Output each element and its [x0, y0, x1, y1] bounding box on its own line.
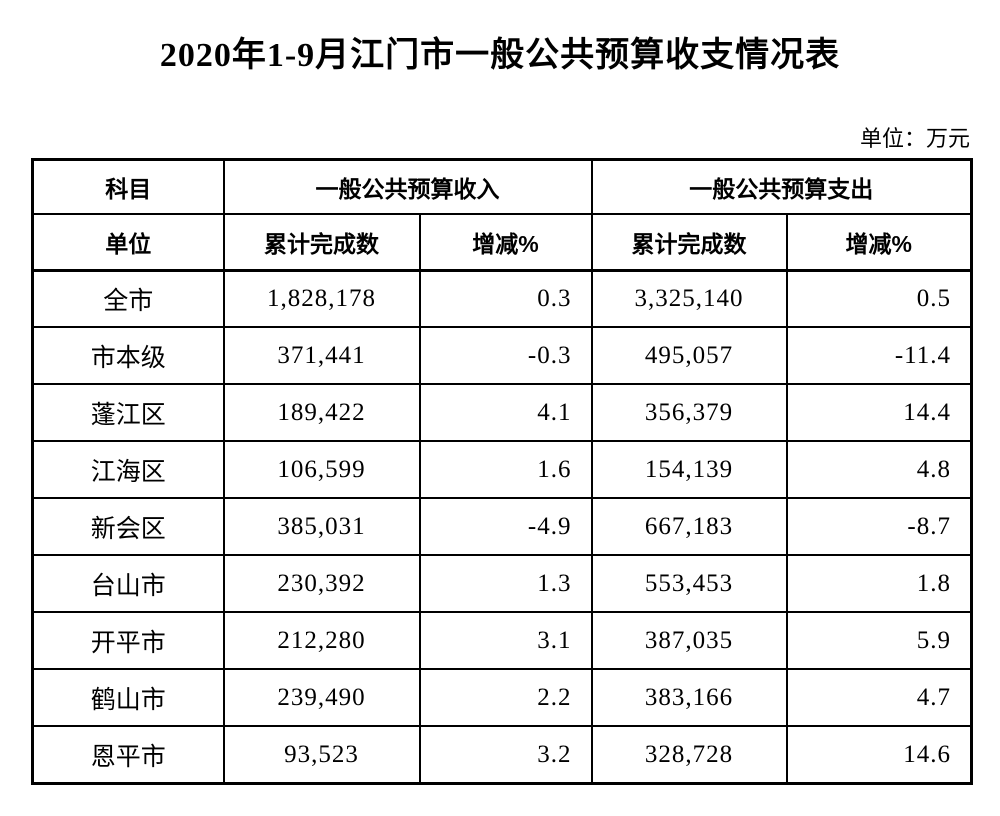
header-income-group: 一般公共预算收入 — [222, 158, 593, 216]
income-change-cell: 2.2 — [418, 668, 593, 728]
table-row: 鹤山市 239,490 2.2 383,166 4.7 — [31, 668, 973, 728]
row-name-cell: 新会区 — [31, 497, 225, 557]
income-total-cell: 93,523 — [222, 725, 421, 785]
table-row: 开平市 212,280 3.1 387,035 5.9 — [31, 611, 973, 671]
income-total-cell: 230,392 — [222, 554, 421, 614]
expense-change-cell: 14.6 — [785, 725, 973, 785]
income-change-cell: -4.9 — [418, 497, 593, 557]
income-total-cell: 239,490 — [222, 668, 421, 728]
row-name-cell: 鹤山市 — [31, 668, 225, 728]
income-total-cell: 106,599 — [222, 440, 421, 500]
table-row: 市本级 371,441 -0.3 495,057 -11.4 — [31, 326, 973, 386]
income-change-cell: 1.3 — [418, 554, 593, 614]
income-total-cell: 1,828,178 — [222, 269, 421, 329]
income-total-cell: 189,422 — [222, 383, 421, 443]
expense-total-cell: 667,183 — [590, 497, 788, 557]
income-total-cell: 371,441 — [222, 326, 421, 386]
expense-total-cell: 383,166 — [590, 668, 788, 728]
income-change-cell: 3.2 — [418, 725, 593, 785]
expense-total-cell: 356,379 — [590, 383, 788, 443]
table-row: 蓬江区 189,422 4.1 356,379 14.4 — [31, 383, 973, 443]
row-name-cell: 江海区 — [31, 440, 225, 500]
table-row: 台山市 230,392 1.3 553,453 1.8 — [31, 554, 973, 614]
expense-change-cell: 4.7 — [785, 668, 973, 728]
header-unit: 单位 — [31, 213, 225, 272]
table-row: 全市 1,828,178 0.3 3,325,140 0.5 — [31, 269, 973, 329]
income-change-cell: 1.6 — [418, 440, 593, 500]
expense-total-cell: 328,728 — [590, 725, 788, 785]
header-expense-group: 一般公共预算支出 — [590, 158, 973, 216]
table-row: 恩平市 93,523 3.2 328,728 14.6 — [31, 725, 973, 785]
expense-total-cell: 553,453 — [590, 554, 788, 614]
header-expense-total: 累计完成数 — [590, 213, 788, 272]
row-name-cell: 台山市 — [31, 554, 225, 614]
expense-change-cell: 5.9 — [785, 611, 973, 671]
expense-change-cell: 1.8 — [785, 554, 973, 614]
income-change-cell: 0.3 — [418, 269, 593, 329]
income-change-cell: 3.1 — [418, 611, 593, 671]
table-header-row-columns: 单位 累计完成数 增减% 累计完成数 增减% — [31, 213, 973, 272]
header-income-change: 增减% — [418, 213, 593, 272]
expense-change-cell: 14.4 — [785, 383, 973, 443]
expense-total-cell: 495,057 — [590, 326, 788, 386]
page-title: 2020年1-9月江门市一般公共预算收支情况表 — [159, 37, 841, 74]
header-subject: 科目 — [31, 158, 225, 216]
income-change-cell: -0.3 — [418, 326, 593, 386]
row-name-cell: 开平市 — [31, 611, 225, 671]
income-total-cell: 385,031 — [222, 497, 421, 557]
unit-label: 单位：万元 — [859, 125, 970, 151]
row-name-cell: 恩平市 — [31, 725, 225, 785]
expense-change-cell: -11.4 — [785, 326, 973, 386]
row-name-cell: 全市 — [31, 269, 225, 329]
header-income-total: 累计完成数 — [222, 213, 421, 272]
income-total-cell: 212,280 — [222, 611, 421, 671]
table-header-row-groups: 科目 一般公共预算收入 一般公共预算支出 — [31, 158, 973, 216]
expense-total-cell: 387,035 — [590, 611, 788, 671]
expense-change-cell: -8.7 — [785, 497, 973, 557]
table-row: 新会区 385,031 -4.9 667,183 -8.7 — [31, 497, 973, 557]
header-expense-change: 增减% — [785, 213, 973, 272]
expense-change-cell: 0.5 — [785, 269, 973, 329]
expense-total-cell: 3,325,140 — [590, 269, 788, 329]
expense-total-cell: 154,139 — [590, 440, 788, 500]
expense-change-cell: 4.8 — [785, 440, 973, 500]
row-name-cell: 蓬江区 — [31, 383, 225, 443]
income-change-cell: 4.1 — [418, 383, 593, 443]
budget-table: 科目 一般公共预算收入 一般公共预算支出 单位 累计完成数 增减% 累计完成数 … — [31, 157, 973, 785]
table-row: 江海区 106,599 1.6 154,139 4.8 — [31, 440, 973, 500]
row-name-cell: 市本级 — [31, 326, 225, 386]
